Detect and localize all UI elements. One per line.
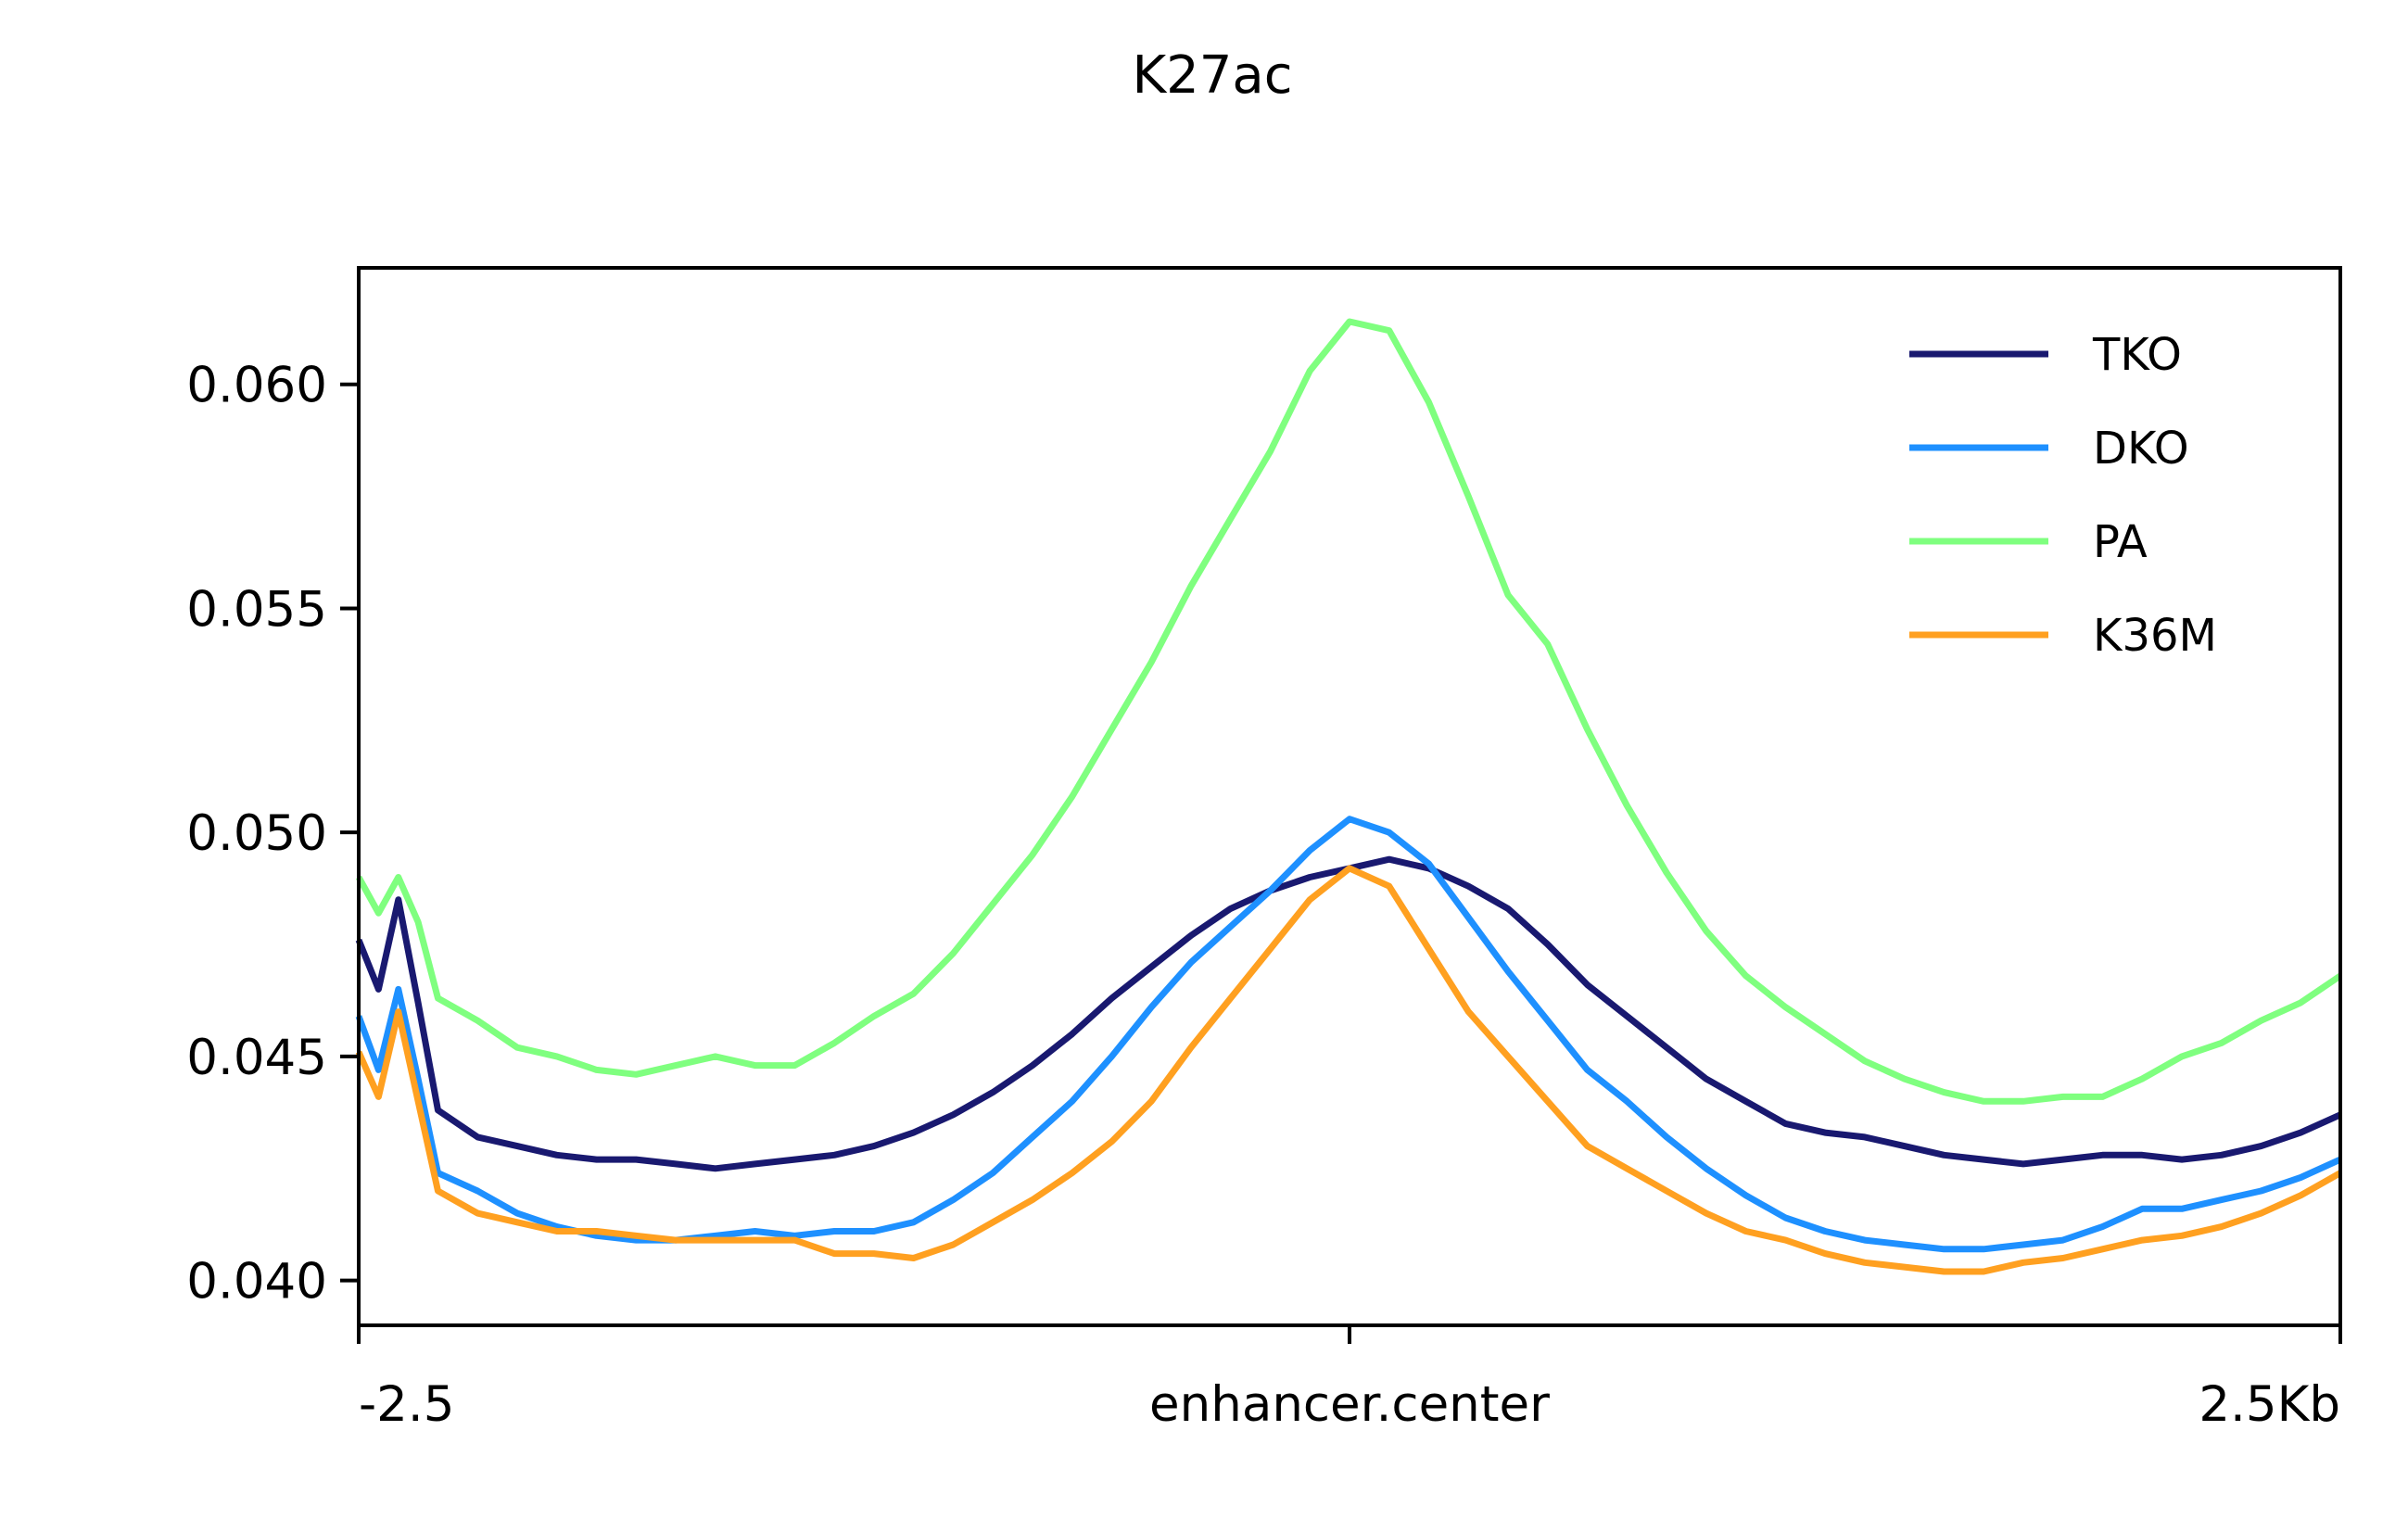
plot-frame <box>357 266 2342 1327</box>
y-tick-label: 0.055 <box>186 581 327 638</box>
y-axis: 0.040 0.045 0.050 0.055 0.060 <box>186 358 359 1310</box>
series-line-pa <box>355 318 2342 1105</box>
series-line-dko <box>355 816 2342 1253</box>
y-tick-label: 0.060 <box>186 358 327 414</box>
legend-label-pa: PA <box>2093 516 2148 568</box>
y-tick-label: 0.050 <box>186 805 327 862</box>
legend-label-k36m: K36M <box>2093 610 2217 662</box>
x-axis: -2.5 enhancer.center 2.5Kb <box>357 1325 2342 1433</box>
legend-label-tko: TKO <box>2092 329 2182 381</box>
legend-label-dko: DKO <box>2093 423 2189 475</box>
y-tick-label: 0.045 <box>186 1030 327 1086</box>
series-line-k36m <box>355 865 2342 1275</box>
chart-title: K27ac <box>1132 45 1292 106</box>
x-tick-label: enhancer.center <box>1149 1376 1550 1433</box>
y-tick-label: 0.040 <box>186 1254 327 1310</box>
series-layer <box>355 318 2342 1275</box>
x-tick-label: -2.5 <box>359 1376 454 1433</box>
series-line-tko <box>355 855 2342 1172</box>
legend: TKO DKO PA K36M <box>1909 329 2217 662</box>
x-tick-label: 2.5Kb <box>2199 1376 2340 1433</box>
